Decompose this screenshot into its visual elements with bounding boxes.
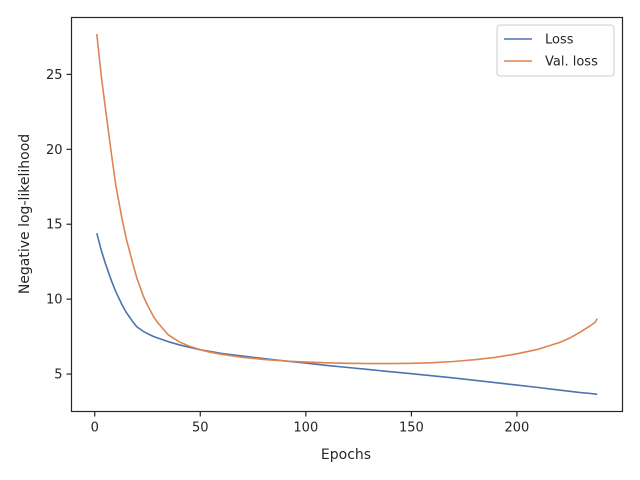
legend-label-loss: Loss	[545, 33, 574, 48]
x-axis-label: Epochs	[321, 447, 371, 463]
x-tick-label: 100	[293, 421, 318, 436]
y-tick-label: 25	[46, 68, 63, 83]
x-tick-label: 150	[399, 421, 424, 436]
series-line-val-loss	[96, 33, 598, 365]
legend-box	[496, 24, 615, 77]
y-tick-label: 10	[46, 293, 63, 308]
x-tick-label: 50	[192, 421, 209, 436]
plot-area-frame	[70, 16, 624, 413]
y-axis-ticks: 5 10 15 20 25	[46, 68, 72, 383]
y-tick-label: 20	[46, 143, 63, 158]
x-tick-label: 200	[505, 421, 530, 436]
legend-label-val-loss: Val. loss	[545, 55, 598, 70]
y-tick-label: 5	[54, 368, 62, 383]
x-tick-label: 0	[91, 421, 99, 436]
series-line-loss	[96, 232, 598, 396]
series-layer	[96, 33, 598, 396]
y-axis-label: Negative log-likelihood	[17, 134, 33, 294]
x-axis-ticks: 0 50 100 150 200	[91, 411, 530, 436]
legend: Loss Val. loss	[496, 24, 615, 77]
y-tick-label: 15	[46, 218, 63, 233]
